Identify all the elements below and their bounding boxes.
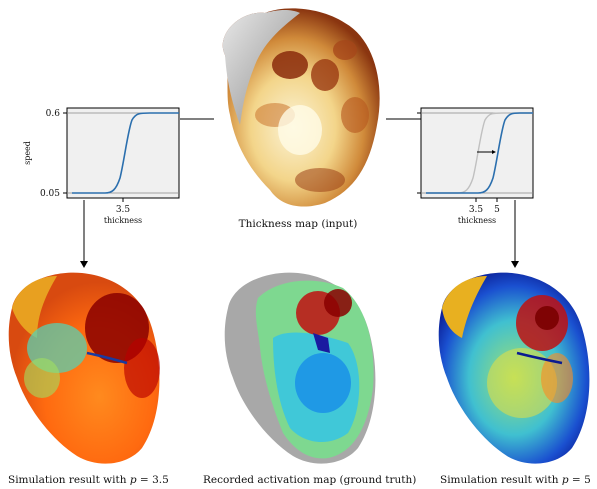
right-xlabel: thickness xyxy=(458,216,496,225)
left-plot-area xyxy=(66,107,180,199)
thickness-map-render xyxy=(222,8,380,207)
caption-sim-right-eq: = 5 xyxy=(568,474,591,486)
right-ghost-curve xyxy=(426,112,533,194)
caption-sim-right: Simulation result with p = 5 xyxy=(440,474,591,486)
right-xtick-2: 5 xyxy=(494,205,500,215)
left-ylabel: speed xyxy=(23,141,32,165)
left-xtick: 3.5 xyxy=(116,205,131,215)
caption-thickness-map: Thickness map (input) xyxy=(238,218,358,230)
simulation-left-render xyxy=(8,272,160,464)
arrow-right-head xyxy=(511,261,519,268)
caption-sim-right-prefix: Simulation result with xyxy=(440,474,562,486)
caption-sim-left-eq: = 3.5 xyxy=(136,474,169,486)
left-speed-plot: 0.6 0.05 3.5 thickness speed xyxy=(23,107,180,225)
right-xtick-1: 3.5 xyxy=(469,205,484,215)
right-speed-curve xyxy=(426,112,533,194)
caption-sim-left-prefix: Simulation result with xyxy=(8,474,130,486)
left-ytick-bottom: 0.05 xyxy=(40,189,60,199)
left-ytick-top: 0.6 xyxy=(46,109,61,119)
left-speed-curve xyxy=(72,112,179,194)
caption-sim-left-p: p xyxy=(129,474,137,486)
caption-ground-truth: Recorded activation map (ground truth) xyxy=(203,474,417,486)
caption-sim-right-p: p xyxy=(561,474,569,486)
caption-sim-left: Simulation result with p = 3.5 xyxy=(8,474,169,486)
right-speed-plot: 3.5 5 thickness xyxy=(417,107,534,225)
arrow-left-head xyxy=(80,261,88,268)
simulation-right-render xyxy=(438,272,590,464)
left-xlabel: thickness xyxy=(104,216,142,225)
right-plot-area xyxy=(420,107,534,199)
ground-truth-render xyxy=(224,272,376,464)
